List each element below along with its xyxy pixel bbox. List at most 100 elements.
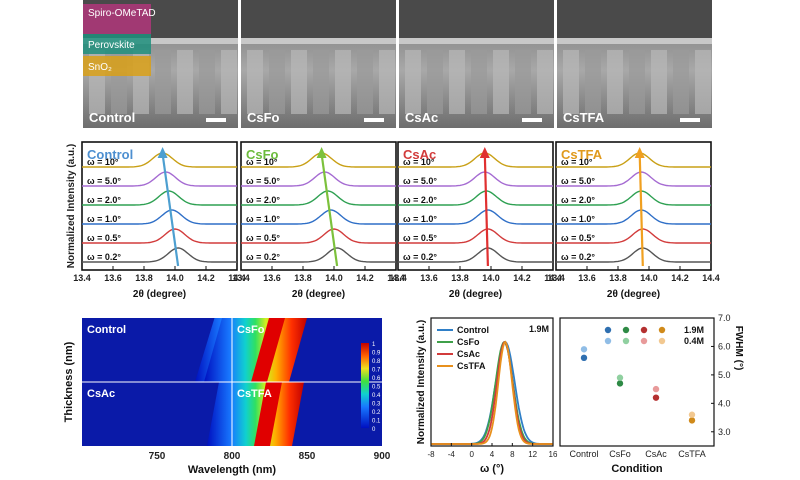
- fwhm-point: [580, 354, 588, 362]
- omega-label: ω = 0.5°: [561, 233, 595, 243]
- fwhm-y-tick: 6.0: [718, 341, 731, 351]
- fwhm-frame: [559, 317, 715, 447]
- layer-label-perovskite: Perovskite: [88, 40, 135, 51]
- sem-grain: [379, 50, 395, 114]
- rocking-x-tick: 12: [528, 450, 537, 459]
- sem-grain: [427, 50, 443, 114]
- xrd-trace: [241, 152, 396, 168]
- arrow-head: [157, 147, 168, 158]
- sem-grain: [155, 50, 171, 114]
- x-tick-label: 14.4: [228, 273, 246, 283]
- xrd-trace: [398, 190, 553, 206]
- fwhm-y-tick: 7.0: [718, 313, 731, 323]
- colorbar-tick: 0.2: [372, 410, 381, 416]
- omega-label: ω = 0.2°: [87, 252, 121, 262]
- heatmap-x-tick: 850: [299, 451, 316, 462]
- xrd-trace: [241, 171, 396, 187]
- xrd-trace: [398, 228, 553, 244]
- legend-marker: [658, 326, 666, 334]
- xrd-frame: [240, 141, 397, 271]
- xrd-panel: ω = 0.2° ω = 0.5° ω = 1.0° ω = 2.0° ω = 5.0°…: [232, 141, 405, 300]
- fwhm-point: [652, 394, 660, 401]
- x-tick-label: 13.4: [73, 273, 91, 283]
- legend-marker: [622, 326, 630, 334]
- xrd-frame: [397, 141, 554, 271]
- sem-grain: [515, 50, 531, 114]
- omega-label: ω = 2.0°: [403, 195, 437, 205]
- sem-grain: [269, 50, 285, 114]
- xrd-trace: [241, 209, 396, 225]
- sem-grain: [405, 50, 421, 114]
- xrd-panel: ω = 0.2° ω = 0.5° ω = 1.0° ω = 2.0° ω = 5.0°…: [547, 141, 720, 300]
- sem-grain: [651, 50, 667, 114]
- rocking-annotation: 1.9M: [529, 324, 549, 334]
- legend-label: Control: [457, 325, 489, 335]
- sem-grain: [335, 50, 351, 114]
- xrd-trace: [398, 171, 553, 187]
- x-tick-label: 13.8: [294, 273, 312, 283]
- rocking-x-tick: 16: [549, 450, 558, 459]
- omega-label: ω = 0.2°: [403, 252, 437, 262]
- fwhm-point: [616, 380, 624, 387]
- legend-marker: [622, 337, 630, 345]
- arrow-head: [479, 147, 490, 158]
- xrd-trace: [82, 228, 237, 244]
- x-tick-label: 13.6: [420, 273, 438, 283]
- fwhm-y-tick: 3.0: [718, 427, 731, 437]
- xrd-x-axis-label: 2θ (degree): [449, 289, 502, 300]
- heatmap-x-tick: 900: [374, 451, 391, 462]
- omega-label: ω = 0.2°: [246, 252, 280, 262]
- xrd-x-axis-label: 2θ (degree): [133, 289, 186, 300]
- sem-image: Control: [83, 0, 238, 128]
- xrd-x-axis-label: 2θ (degree): [292, 289, 345, 300]
- sem-grain: [291, 50, 307, 114]
- sem-grain: [607, 50, 623, 114]
- arrow-head: [634, 147, 645, 158]
- sem-grain: [221, 50, 237, 114]
- sem-label: CsFo: [247, 110, 280, 125]
- sem-grain: [563, 50, 579, 114]
- sem-top-layer: [399, 0, 554, 38]
- layer-tag: [83, 34, 151, 54]
- sem-image: CsTFA: [557, 0, 712, 128]
- omega-label: ω = 2.0°: [87, 195, 121, 205]
- omega-label: ω = 5.0°: [403, 176, 437, 186]
- sem-interface: [399, 38, 554, 44]
- sem-grain: [357, 50, 373, 114]
- colorbar-tick: 0.5: [372, 385, 381, 391]
- heatmap-label: CsTFA: [237, 388, 272, 400]
- sem-grain: [199, 50, 215, 114]
- sem-grain: [247, 50, 263, 114]
- fwhm-point: [652, 385, 660, 393]
- omega-label: ω = 10°: [87, 157, 119, 167]
- peak-shift-arrow: [320, 153, 339, 267]
- xrd-trace: [82, 171, 237, 187]
- fwhm-y-axis-label: FWHM (°): [733, 326, 744, 371]
- legend-marker: [604, 337, 612, 345]
- legend-marker: [640, 326, 648, 334]
- legend-label: CsTFA: [457, 361, 486, 371]
- heatmap-x-tick: 750: [149, 451, 166, 462]
- heatmap-panel: CsTFA: [207, 382, 382, 446]
- xrd-trace: [398, 209, 553, 225]
- x-tick-label: 13.4: [389, 273, 407, 283]
- xrd-frame: [555, 141, 712, 271]
- xrd-trace: [398, 152, 553, 168]
- xrd-trace: [82, 190, 237, 206]
- legend-marker: [658, 337, 666, 345]
- peak-shift-arrow: [638, 153, 644, 267]
- rocking-x-axis-label: ω (°): [480, 463, 504, 475]
- fwhm-x-tick: CsTFA: [678, 449, 706, 459]
- heatmap-x-axis-label: Wavelength (nm): [188, 464, 277, 476]
- fwhm-x-tick: Control: [569, 449, 598, 459]
- colorbar-tick: 0.8: [372, 359, 381, 365]
- scale-bar: [680, 118, 700, 122]
- colorbar-tick: 0.1: [372, 419, 381, 425]
- xrd-trace: [556, 209, 711, 225]
- sem-grain: [313, 50, 329, 114]
- xrd-trace: [241, 228, 396, 244]
- x-tick-label: 14.2: [197, 273, 215, 283]
- sem-image: CsAc: [399, 0, 554, 128]
- intensity-band: [204, 318, 307, 382]
- omega-label: ω = 0.5°: [403, 233, 437, 243]
